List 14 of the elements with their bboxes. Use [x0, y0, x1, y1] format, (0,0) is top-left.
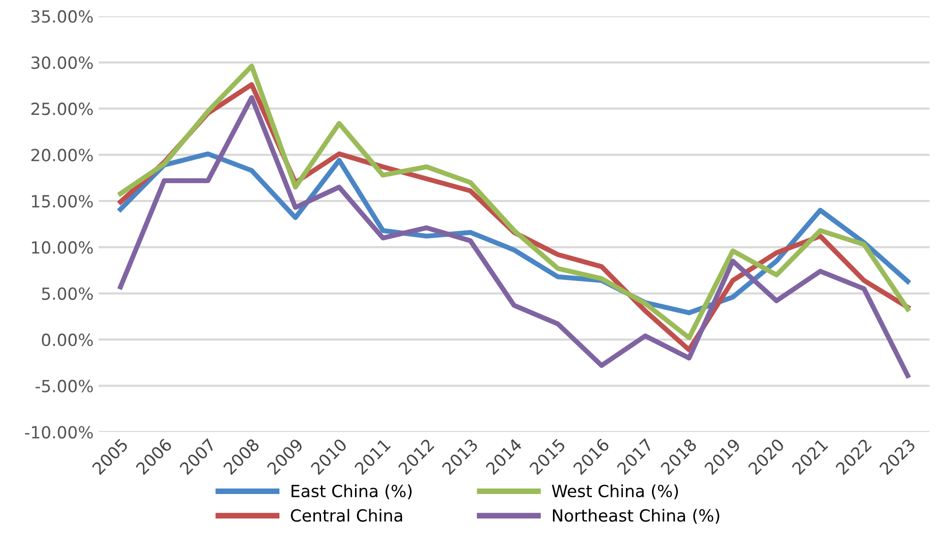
y-tick-label: 5.00%: [42, 287, 93, 300]
y-tick-label: -5.00%: [36, 380, 93, 392]
y-tick-label: 10.00%: [32, 241, 93, 254]
y-tick-label: 30.00%: [31, 56, 93, 69]
y-tick-label: 35.00%: [31, 10, 93, 23]
y-tick-label: -10.00%: [24, 426, 93, 439]
legend-label: Northeast China (%): [552, 508, 720, 524]
y-tick-label: 15.00%: [32, 194, 93, 208]
y-tick-label: 25.00%: [31, 102, 93, 116]
y-tick-label: 0.00%: [42, 334, 93, 346]
legend-label: East China (%): [292, 484, 412, 500]
legend-label: West China (%): [552, 484, 678, 500]
legend-label: Central China: [290, 508, 402, 522]
y-tick-label: 20.00%: [31, 148, 93, 162]
